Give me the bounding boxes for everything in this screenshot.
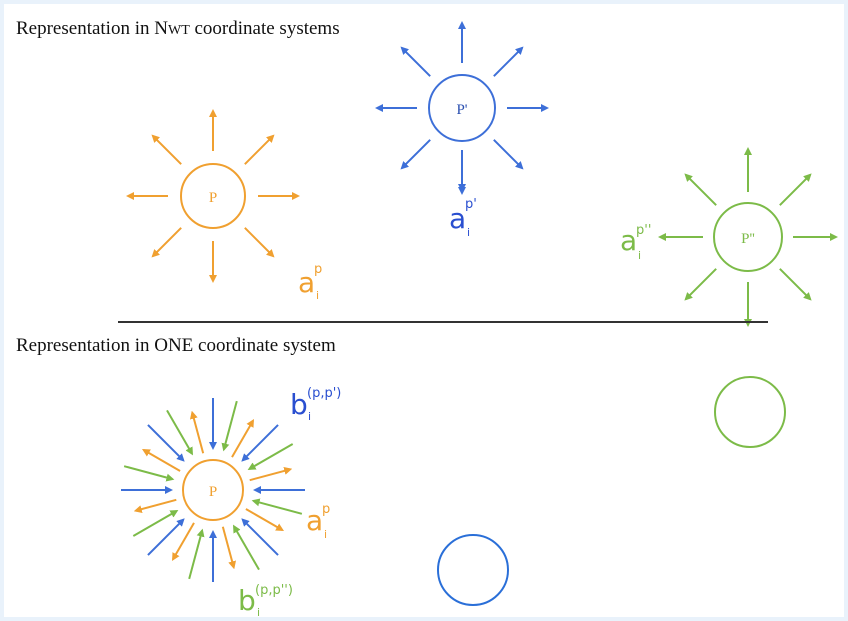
node-label: P (209, 190, 217, 206)
vector-sup: p (314, 262, 322, 277)
vector-sub: i (638, 249, 641, 262)
arrow (151, 134, 182, 165)
vector-base: b (290, 388, 308, 421)
vector-base: a (449, 202, 466, 235)
node-circle (428, 74, 496, 142)
node-circle (182, 459, 244, 521)
vector-sup: p (322, 502, 330, 517)
node-circle (713, 202, 783, 272)
arrow (147, 424, 185, 462)
arrow (147, 518, 185, 556)
title-part: N (154, 18, 168, 39)
vector-base: a (306, 504, 323, 537)
arrow (249, 466, 293, 482)
arrows (121, 21, 838, 582)
empty-circle (714, 376, 786, 448)
arrow (779, 268, 812, 301)
vector-sup: p' (465, 197, 477, 212)
title-part: Representation in (16, 18, 154, 39)
vector-base: a (298, 266, 315, 299)
bottom-title: Representation in ONE coordinate system (16, 335, 336, 356)
arrow (400, 139, 431, 170)
arrow (133, 498, 177, 514)
vector-sub: i (324, 528, 327, 541)
vector-sub: i (308, 410, 311, 423)
title-part: coordinate systems (190, 18, 340, 39)
vector-sub: i (467, 226, 470, 239)
arrow (189, 410, 205, 454)
title-part: WT (168, 23, 190, 38)
vector-base: a (620, 224, 637, 257)
vector-base: b (238, 584, 256, 617)
top-title: Representation in NWT coordinate systems (16, 18, 340, 39)
arrow (779, 173, 812, 206)
arrow (141, 448, 181, 472)
arrow (221, 526, 237, 570)
vector-sup: (p,p') (307, 386, 341, 401)
arrow (684, 268, 717, 301)
arrow (244, 227, 275, 258)
node-label: P' (456, 102, 467, 118)
node-label: P (209, 484, 217, 500)
arrow (244, 134, 275, 165)
node-circle (180, 163, 246, 229)
arrow (684, 173, 717, 206)
arrow (151, 227, 182, 258)
arrow (232, 524, 260, 571)
vector-sub: i (257, 606, 260, 619)
arrow (247, 443, 294, 470)
arrow (245, 508, 285, 531)
arrow (172, 522, 195, 562)
canvas (4, 4, 844, 617)
arrow (493, 46, 524, 77)
arrow (123, 465, 175, 482)
arrow (251, 498, 303, 515)
node-label: P'' (741, 231, 755, 247)
empty-circle (437, 534, 509, 606)
vector-sub: i (316, 289, 319, 302)
arrow (241, 518, 279, 556)
arrow (493, 139, 524, 170)
arrow (241, 424, 279, 462)
vector-sup: p'' (636, 223, 651, 238)
arrow (231, 418, 254, 458)
arrow (221, 400, 238, 452)
arrow (188, 528, 205, 580)
arrow (166, 409, 194, 456)
arrow (132, 509, 179, 537)
vector-sup: (p,p'') (255, 583, 293, 598)
arrow (400, 46, 431, 77)
